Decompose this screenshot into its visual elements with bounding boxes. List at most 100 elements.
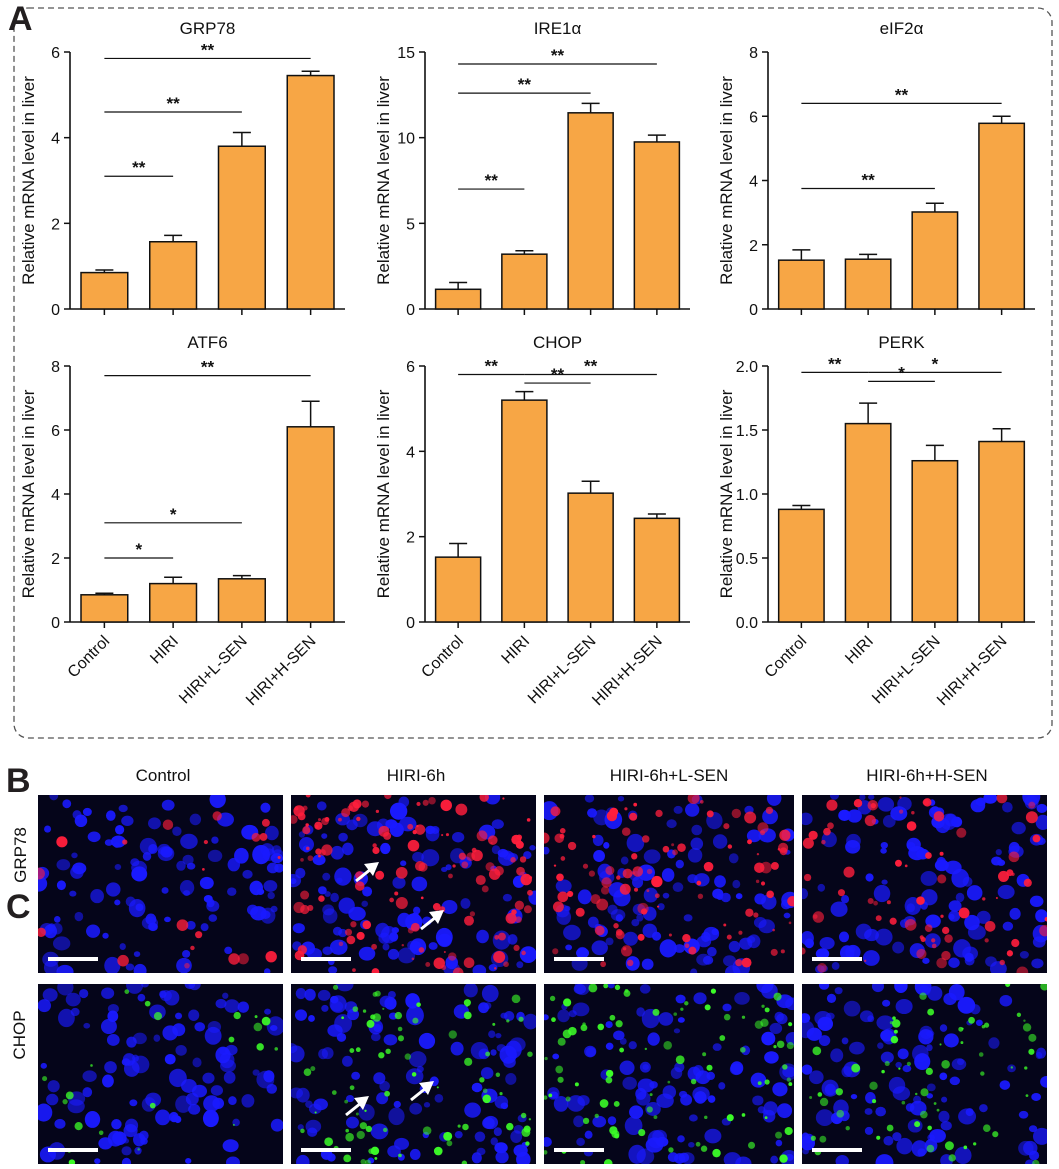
bar-control [80,271,129,310]
bar-control [80,594,129,623]
nucleus [954,1146,972,1164]
stain-signal [741,1015,746,1019]
nucleus [620,856,629,865]
nucleus [246,904,259,916]
nucleus [321,1047,334,1060]
nucleus [864,1108,873,1115]
nucleus [86,924,101,938]
stain-signal [983,1124,991,1132]
nucleus [69,890,77,897]
nucleus [656,1093,674,1109]
stain-signal [525,1141,530,1146]
stain-signal [588,984,598,993]
nucleus [876,1015,895,1030]
stain-signal [958,907,970,919]
nucleus [892,941,905,954]
stain-signal [605,866,615,875]
nucleus [133,951,141,957]
stain-signal [228,1036,235,1043]
nucleus [613,1030,625,1041]
nucleus [380,842,391,855]
stain-signal [521,950,526,956]
bar-hiri [844,258,892,310]
nucleus [200,923,209,932]
stain-signal [739,1046,746,1053]
stain-signal [319,849,326,856]
nucleus [821,1079,839,1097]
nucleus [516,1151,531,1164]
nucleus [584,1130,593,1139]
nucleus [1018,1140,1034,1156]
nucleus [675,859,684,869]
nucleus [129,1099,138,1107]
nucleus [264,968,271,973]
nucleus [106,882,121,897]
panel-label-a: A [8,0,33,38]
nucleus [111,1119,122,1130]
stain-signal [601,877,612,888]
nucleus [951,1058,967,1071]
stain-signal [802,947,806,955]
fluorescence-image [544,795,794,973]
stain-signal [914,1121,921,1128]
nucleus [943,1033,959,1048]
y-tick-label: 2 [406,530,415,547]
stain-signal [821,839,826,845]
y-tick-label: 6 [749,109,758,126]
stain-signal [195,931,203,939]
stain-signal [233,1011,241,1020]
nucleus [725,965,741,973]
nucleus [563,924,581,941]
stain-signal [667,1080,671,1084]
stain-signal [502,797,505,800]
stain-signal [881,1069,885,1074]
stain-signal [845,1126,850,1131]
stain-signal [788,1082,793,1086]
nucleus [649,1081,658,1089]
nucleus [714,875,726,888]
nucleus [802,812,813,826]
x-tick-label: HIRI [499,633,534,668]
stain-signal [958,1026,964,1032]
stain-signal [906,1061,911,1066]
arrow-icon [410,1081,434,1102]
nucleus [867,1015,875,1023]
nucleus [336,984,354,992]
nucleus [90,888,104,904]
stain-signal [700,1145,708,1152]
stain-signal [341,1016,344,1020]
stain-signal [939,1043,942,1046]
nucleus [831,961,840,970]
stain-signal [646,889,650,893]
stain-signal [782,1064,788,1070]
nucleus [509,1037,526,1052]
nucleus [573,1115,585,1128]
stain-signal [904,918,917,931]
nucleus [102,1074,114,1088]
nucleus [164,916,171,923]
stain-signal [341,808,351,818]
nucleus [880,847,887,854]
stain-signal [401,943,405,947]
nucleus [336,877,343,884]
stain-signal [479,795,489,802]
stain-signal [933,811,945,822]
stain-signal [362,1009,367,1013]
stain-signal [898,1067,901,1070]
stain-signal [963,1145,968,1150]
stain-signal [514,900,525,910]
stain-signal [416,801,421,807]
chart-title: ATF6 [187,333,227,352]
stain-signal [899,796,902,799]
stain-signal [184,962,190,969]
x-tick-label: Control [65,633,113,681]
stain-signal [471,847,477,853]
nucleus [378,932,390,944]
stain-signal [619,883,631,895]
nucleus [817,1016,834,1031]
nucleus [544,1014,549,1021]
nucleus [264,825,279,841]
scale-bar [554,957,604,961]
nucleus [82,1070,97,1083]
